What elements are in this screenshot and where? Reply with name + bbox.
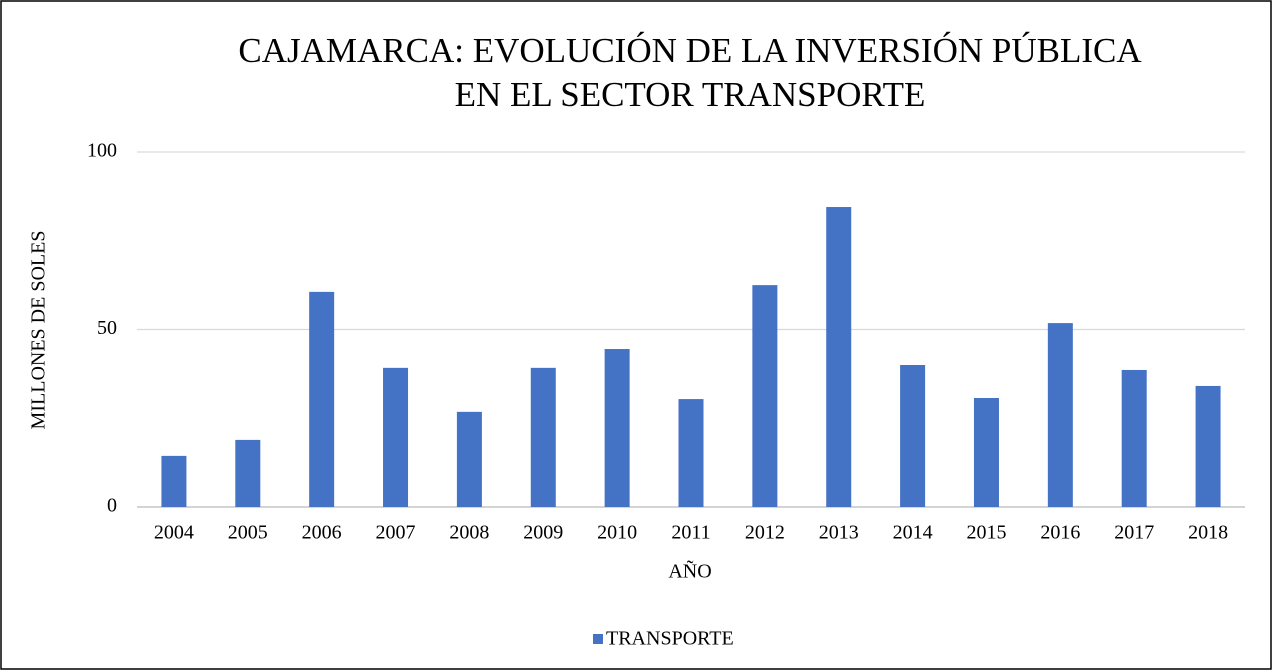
chart-title: CAJAMARCA: EVOLUCIÓN DE LA INVERSIÓN PÚB… (238, 30, 1142, 70)
x-tick-label: 2010 (597, 522, 637, 544)
bar (752, 285, 778, 507)
bar (235, 439, 261, 507)
x-tick-label: 2012 (745, 522, 785, 544)
bar (309, 291, 335, 507)
bar (383, 367, 409, 507)
x-axis-label: AÑO (668, 559, 711, 583)
x-tick-label: 2006 (302, 522, 342, 544)
x-tick-label: 2011 (671, 522, 710, 544)
bar (678, 399, 704, 507)
x-tick-label: 2013 (819, 522, 859, 544)
bar (530, 367, 556, 507)
chart-title: EN EL SECTOR TRANSPORTE (455, 75, 926, 114)
x-tick-label: 2014 (893, 522, 933, 544)
x-tick-label: 2007 (376, 522, 416, 544)
x-tick-label: 2009 (523, 522, 563, 544)
x-tick-label: 2016 (1040, 522, 1080, 544)
x-tick-label: 2017 (1114, 522, 1154, 544)
bar (604, 349, 630, 507)
bar (826, 207, 852, 507)
x-tick-label: 2004 (154, 522, 194, 544)
x-tick-label: 2015 (966, 522, 1006, 544)
x-tick-label: 2008 (449, 522, 489, 544)
x-tick-label: 2005 (228, 522, 268, 544)
bar (1195, 385, 1221, 507)
bar (1047, 323, 1073, 507)
x-tick-label: 2018 (1188, 522, 1228, 544)
bar (973, 398, 999, 507)
legend-label: TRANSPORTE (606, 628, 734, 650)
bar (1121, 369, 1147, 507)
y-tick-label: 0 (107, 495, 117, 517)
y-tick-label: 50 (97, 317, 117, 339)
bar (456, 411, 482, 507)
bar (161, 455, 187, 507)
y-axis-label: MILLONES DE SOLES (28, 231, 50, 430)
y-tick-label: 100 (87, 140, 117, 162)
legend-swatch (593, 634, 603, 644)
bar (900, 365, 926, 507)
